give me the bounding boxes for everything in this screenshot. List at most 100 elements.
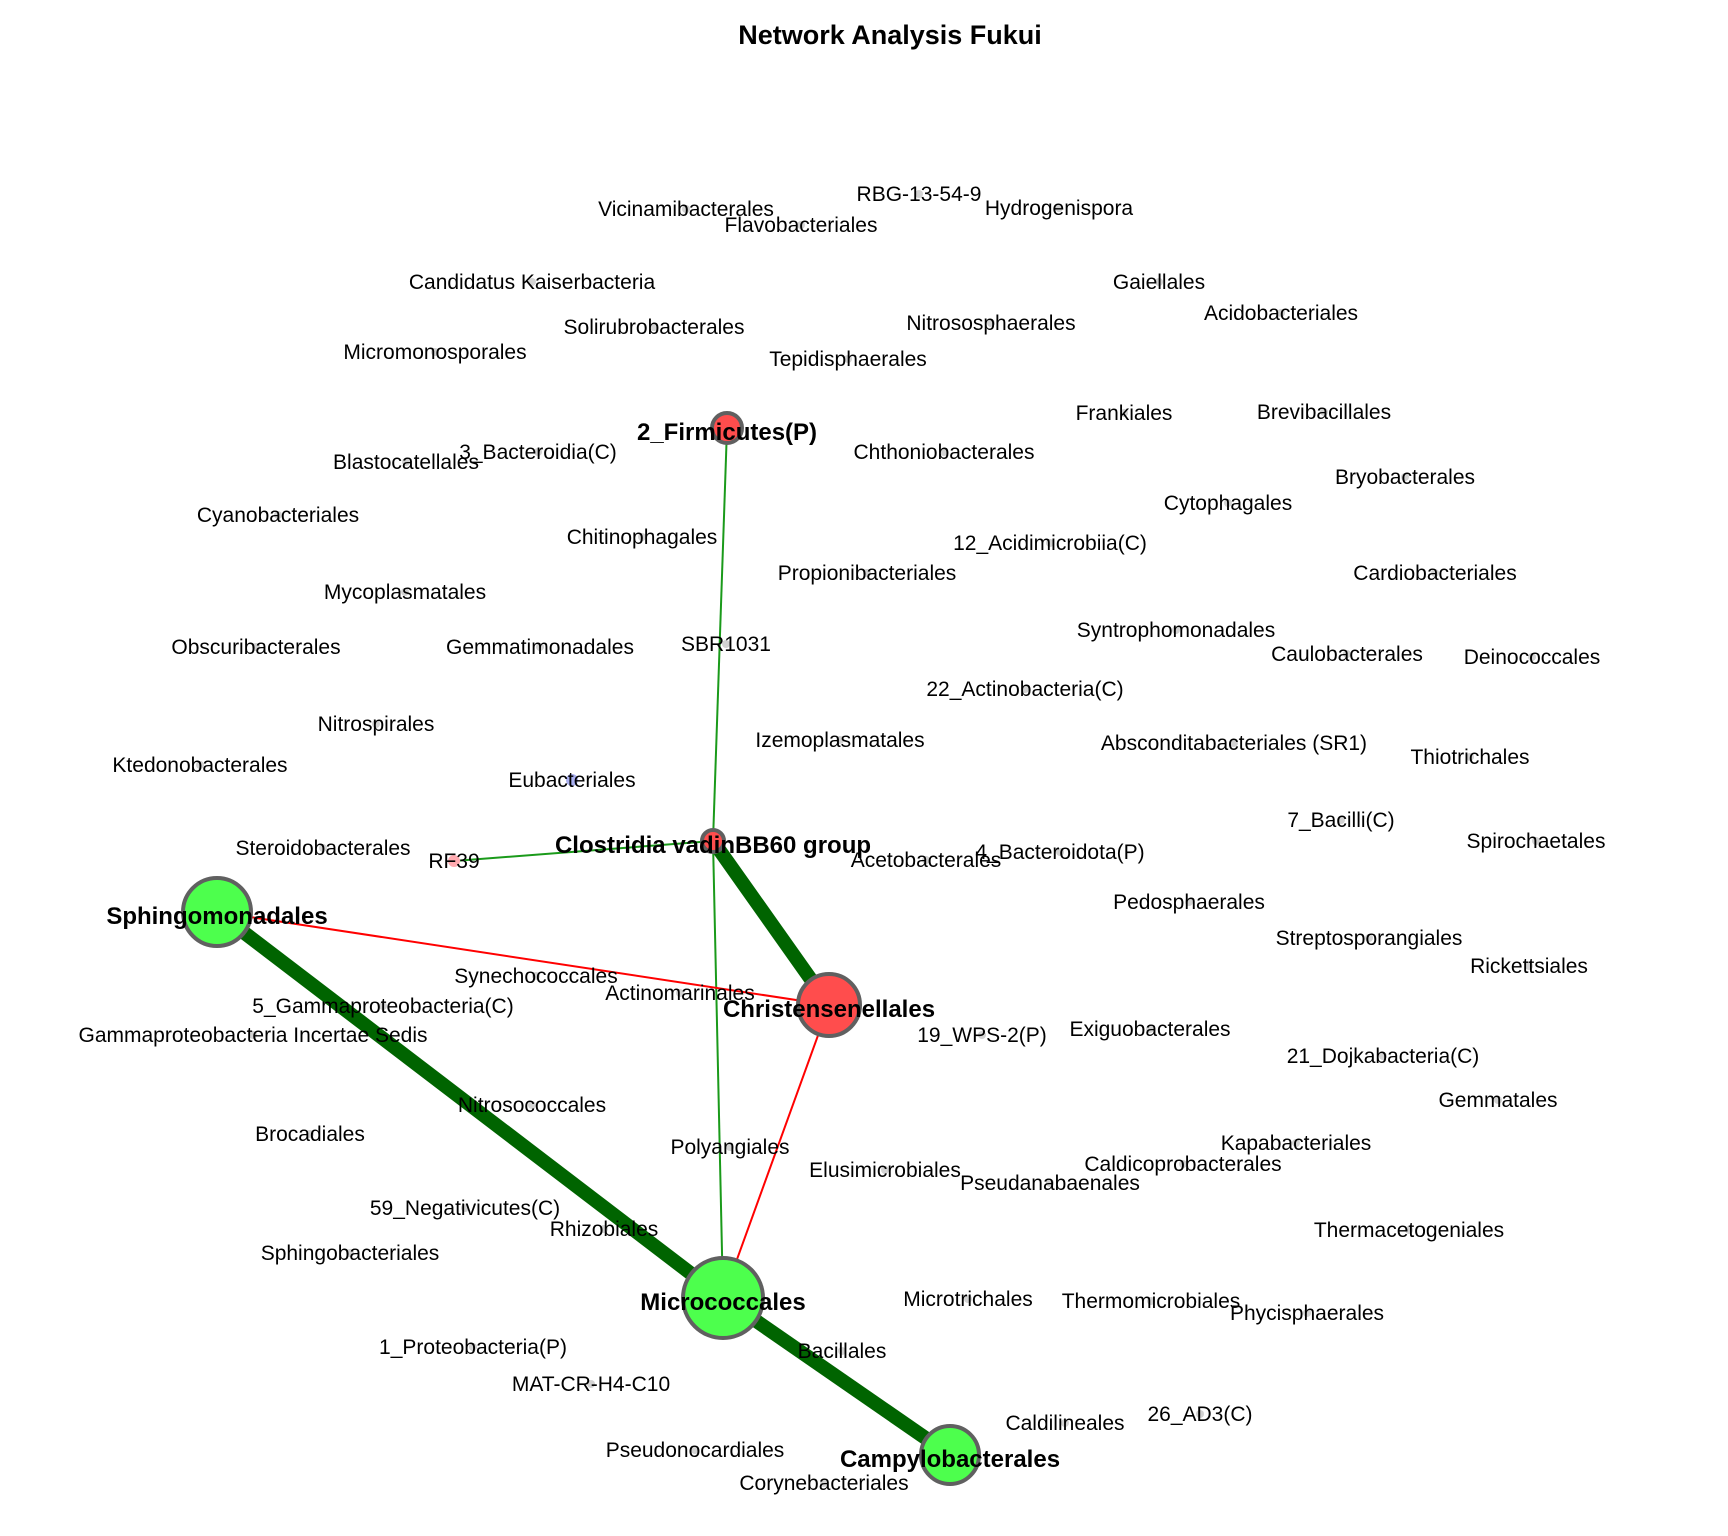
node-gaiellales — [1155, 278, 1163, 286]
label-caldilineales: Caldilineales — [1005, 1412, 1124, 1435]
label-pseudanabaenales: Pseudanabaenales — [960, 1172, 1140, 1195]
label-absconditabacteriales-sr1: Absconditabacteriales (SR1) — [1101, 732, 1367, 755]
label-22-actinobacteria-c: 22_Actinobacteria(C) — [926, 678, 1123, 701]
label-sbr1031: SBR1031 — [681, 633, 771, 656]
node-gemmatales — [1494, 1096, 1502, 1104]
label-bacillales: Bacillales — [798, 1340, 887, 1363]
node-pseudanabaenales — [1046, 1179, 1054, 1187]
node-phycisphaerales — [1303, 1309, 1311, 1317]
label-1-proteobacteria-p: 1_Proteobacteria(P) — [379, 1336, 567, 1359]
node-kapabacteriales — [1292, 1139, 1300, 1147]
node-rbg-13-54-9 — [915, 190, 923, 198]
hub-node-campylobacterales — [919, 1424, 981, 1486]
node-obscuribacterales — [252, 643, 260, 651]
node-deinococcales — [1528, 653, 1536, 661]
node-streptosporangiales — [1365, 934, 1373, 942]
node-7-bacilli-c — [1337, 816, 1345, 824]
node-12-acidimicrobiia-c — [1046, 539, 1054, 547]
label-izemoplasmatales: Izemoplasmatales — [755, 729, 924, 752]
node-syntrophomonadales — [1172, 626, 1180, 634]
label-pseudonocardiales: Pseudonocardiales — [606, 1439, 785, 1462]
node-mycoplasmatales — [401, 588, 409, 596]
hub-label-sphingomonadales: Sphingomonadales — [106, 903, 327, 930]
node-rhizobiales — [600, 1225, 608, 1233]
label-obscuribacterales: Obscuribacterales — [171, 636, 340, 659]
node-sbr1031 — [722, 640, 730, 648]
node-actinomarinales — [676, 989, 684, 997]
label-bryobacterales: Bryobacterales — [1335, 466, 1475, 489]
label-21-dojkabacteria-c: 21_Dojkabacteria(C) — [1287, 1045, 1480, 1068]
label-5-gammaproteobacteria-c: 5_Gammaproteobacteria(C) — [252, 995, 513, 1018]
label-elusimicrobiales: Elusimicrobiales — [809, 1159, 961, 1182]
label-cardiobacteriales: Cardiobacteriales — [1353, 562, 1516, 585]
label-thermomicrobiales: Thermomicrobiales — [1062, 1290, 1241, 1313]
node-flavobacteriales — [797, 221, 805, 229]
node-chitinophagales — [638, 533, 646, 541]
hub-node-micrococcales — [681, 1256, 765, 1340]
node-micromonosporales — [431, 348, 439, 356]
label-nitrososphaerales: Nitrososphaerales — [906, 312, 1075, 335]
label-syntrophomonadales: Syntrophomonadales — [1077, 619, 1275, 642]
node-izemoplasmatales — [836, 736, 844, 744]
label-vicinamibacterales: Vicinamibacterales — [598, 198, 774, 221]
node-4-bacteroidota-p — [1056, 848, 1064, 856]
node-caulobacterales — [1343, 650, 1351, 658]
node-gemmatimonadales — [536, 643, 544, 651]
label-flavobacteriales: Flavobacteriales — [725, 214, 878, 237]
label-deinococcales: Deinococcales — [1464, 646, 1601, 669]
label-steroidobacterales: Steroidobacterales — [235, 837, 410, 860]
label-thiotrichales: Thiotrichales — [1410, 746, 1529, 769]
hub-label-micrococcales: Micrococcales — [640, 1289, 805, 1316]
node-cytophagales — [1224, 499, 1232, 507]
label-gaiellales: Gaiellales — [1113, 271, 1205, 294]
node-nitrospirales — [372, 720, 380, 728]
node-59-negativicutes-c — [461, 1204, 469, 1212]
label-rbg-13-54-9: RBG-13-54-9 — [857, 183, 982, 206]
label-sphingobacteriales: Sphingobacteriales — [261, 1242, 440, 1265]
node-caldilineales — [1061, 1419, 1069, 1427]
hub-nodes-layer — [181, 411, 981, 1486]
edges-layer — [212, 427, 954, 1461]
label-12-acidimicrobiia-c: 12_Acidimicrobiia(C) — [953, 532, 1147, 555]
node-26-ad3-c — [1196, 1410, 1204, 1418]
label-rhizobiales: Rhizobiales — [550, 1218, 659, 1241]
node-hydrogenispora — [1055, 204, 1063, 212]
label-tepidisphaerales: Tepidisphaerales — [769, 348, 927, 371]
label-hydrogenispora: Hydrogenispora — [985, 197, 1134, 220]
node-eubacteriales — [566, 774, 578, 786]
node-5-gammaproteobacteria-c — [379, 1002, 387, 1010]
label-solirubrobacterales: Solirubrobacterales — [564, 316, 745, 339]
label-mat-cr-h4-c10: MAT-CR-H4-C10 — [512, 1373, 670, 1396]
label-frankiales: Frankiales — [1076, 402, 1173, 425]
hub-label-christensenellales: Christensenellales — [723, 996, 935, 1023]
label-streptosporangiales: Streptosporangiales — [1276, 927, 1463, 950]
label-synechococcales: Synechococcales — [454, 965, 617, 988]
node-vicinamibacterales — [682, 205, 690, 213]
node-nitrososphaerales — [987, 319, 995, 327]
label-exiguobacterales: Exiguobacterales — [1069, 1018, 1230, 1041]
label-corynebacteriales: Corynebacteriales — [739, 1472, 908, 1495]
label-19-wps-2-p: 19_WPS-2(P) — [917, 1024, 1047, 1047]
node-chthoniobacterales — [940, 448, 948, 456]
hub-node-sphingomonadales — [181, 876, 253, 948]
edge-2-firmicutes-p-clostridia-vadinbb60-group — [712, 427, 728, 842]
node-polyangiales — [726, 1143, 734, 1151]
label-thermacetogeniales: Thermacetogeniales — [1314, 1219, 1504, 1242]
node-nitrosococcales — [528, 1101, 536, 1109]
label-caulobacterales: Caulobacterales — [1271, 643, 1423, 666]
edge-sphingomonadales-christensenellales — [216, 911, 830, 1006]
label-eubacteriales: Eubacteriales — [508, 769, 635, 792]
node-ktedonobacterales — [196, 761, 204, 769]
edge-sphingomonadales-micrococcales — [212, 906, 728, 1304]
node-tepidisphaerales — [844, 355, 852, 363]
node-sphingobacteriales — [346, 1249, 354, 1257]
hub-node-2-firmicutes-p — [710, 411, 744, 445]
label-acetobacterales: Acetobacterales — [851, 849, 1002, 872]
node-pseudonocardiales — [691, 1446, 699, 1454]
hub-label-campylobacterales: Campylobacterales — [840, 1446, 1060, 1473]
label-pedosphaerales: Pedosphaerales — [1113, 891, 1265, 914]
label-brevibacillales: Brevibacillales — [1257, 401, 1391, 424]
label-rickettsiales: Rickettsiales — [1470, 955, 1588, 978]
